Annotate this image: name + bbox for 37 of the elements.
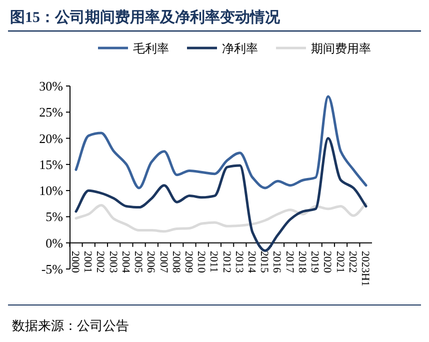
y-tick-label: 0% xyxy=(46,235,64,250)
y-tick-label: 15% xyxy=(39,156,64,172)
x-tick-label: 2004 xyxy=(119,250,132,274)
x-tick-label: 2017 xyxy=(283,250,296,274)
x-tick-label: 2015 xyxy=(258,250,270,274)
x-tick-label: 2007 xyxy=(157,250,170,274)
x-tick-label: 2008 xyxy=(170,250,182,274)
x-tick-label: 2011 xyxy=(208,250,220,272)
x-tick-label: 2016 xyxy=(270,250,283,274)
x-tick-label: 2019 xyxy=(308,250,321,274)
y-tick-label: 10% xyxy=(39,183,64,198)
y-tick-label: 25% xyxy=(39,104,64,120)
x-tick-label: 2003 xyxy=(106,250,119,274)
x-tick-label: 2020 xyxy=(321,250,334,274)
y-tick-label: 30% xyxy=(39,78,64,94)
x-tick-label: 2010 xyxy=(195,250,208,274)
x-tick-label: 2021 xyxy=(334,250,346,273)
x-tick-label: 2005 xyxy=(132,250,144,274)
x-tick-label: 2001 xyxy=(82,250,94,273)
x-tick-label: 2006 xyxy=(144,250,157,274)
x-tick-label: 2012 xyxy=(220,250,232,273)
x-tick-label: 2018 xyxy=(296,250,308,274)
legend-label: 期间费用率 xyxy=(311,42,371,56)
source-note: 数据来源：公司公告 xyxy=(12,318,129,333)
y-tick-label: 5% xyxy=(46,209,64,224)
legend-label: 净利率 xyxy=(222,42,258,56)
x-tick-label: 2009 xyxy=(182,250,194,274)
y-tick-label: 20% xyxy=(39,130,64,146)
x-tick-label: 2022 xyxy=(346,250,358,273)
x-tick-label: 2013 xyxy=(232,250,245,274)
x-tick-label: 2000 xyxy=(69,250,81,274)
x-tick-label: 2014 xyxy=(246,250,258,274)
x-tick-label: 2023H1 xyxy=(359,250,371,286)
chart-title: 图15：公司期间费用率及净利率变动情况 xyxy=(10,8,281,26)
x-tick-label: 2002 xyxy=(94,250,106,273)
y-tick-label: -5% xyxy=(41,262,64,276)
legend-label: 毛利率 xyxy=(133,42,169,56)
